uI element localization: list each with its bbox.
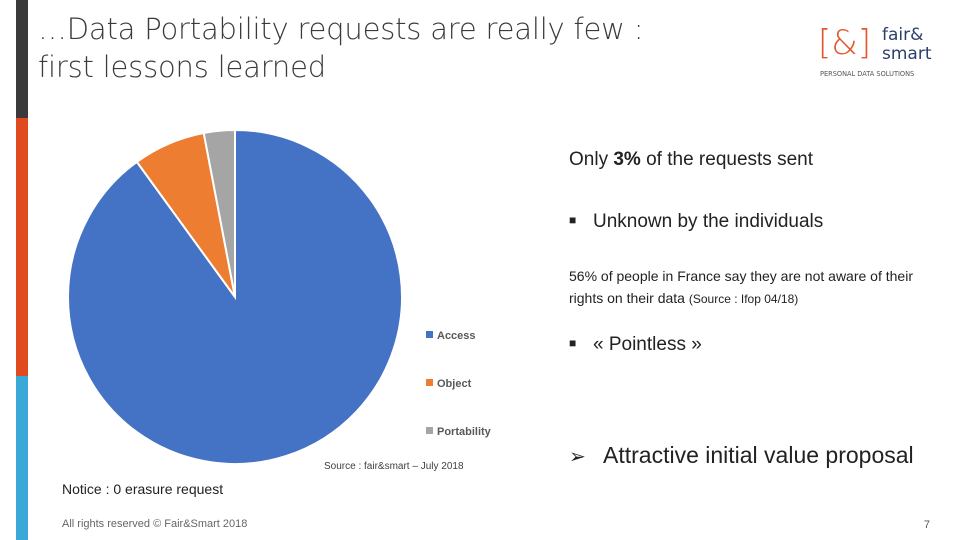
legend-swatch-object xyxy=(426,379,433,386)
bullet-pointless-text: « Pointless » xyxy=(593,334,702,355)
value-proposal-line: ➢ Attractive initial value proposal xyxy=(569,442,914,469)
legend-item-object: Object xyxy=(426,378,471,390)
fair-and-smart-logo: [&] fair& smart PERSONAL DATA SOLUTIONS xyxy=(818,20,938,80)
awareness-detail-text: 56% of people in France say they are not… xyxy=(569,268,913,306)
legend-item-access: Access xyxy=(426,330,476,342)
legend-swatch-access xyxy=(426,331,433,338)
legend-label-object: Object xyxy=(437,378,472,390)
slide-title: …Data Portability requests are really fe… xyxy=(38,10,758,86)
logo-word-smart: smart xyxy=(882,44,932,64)
logo-word-fair: fair& xyxy=(882,25,923,45)
bullet-unknown: ■ Unknown by the individuals xyxy=(569,211,823,233)
copyright-footer: All rights reserved © Fair&Smart 2018 xyxy=(62,518,248,530)
legend-item-portability: Portability xyxy=(426,426,491,438)
logo-mark: [&] xyxy=(818,23,871,63)
chart-source: Source : fair&smart – July 2018 xyxy=(324,461,464,472)
sidebar-accent-red xyxy=(16,118,28,376)
legend-label-portability: Portability xyxy=(437,426,491,438)
headline-post: of the requests sent xyxy=(640,149,813,170)
slide-title-line2: first lessons learned xyxy=(38,50,326,84)
square-bullet-icon: ■ xyxy=(569,213,577,227)
pie-slice-access xyxy=(67,128,403,465)
sidebar-accent-dark xyxy=(16,0,28,118)
square-bullet-icon: ■ xyxy=(569,336,577,350)
legend-label-access: Access xyxy=(437,330,476,342)
headline-pre: Only xyxy=(569,149,614,170)
sidebar-accent xyxy=(16,0,28,540)
slide-title-line1: …Data Portability requests are really fe… xyxy=(38,12,644,46)
bullet-pointless: ■ « Pointless » xyxy=(569,334,702,356)
bullet-unknown-text: Unknown by the individuals xyxy=(593,211,824,232)
value-proposal-text: Attractive initial value proposal xyxy=(603,442,914,468)
sidebar-accent-blue xyxy=(16,376,28,540)
erasure-notice: Notice : 0 erasure request xyxy=(62,481,224,497)
page-number: 7 xyxy=(923,519,930,531)
logo-tagline: PERSONAL DATA SOLUTIONS xyxy=(820,70,914,78)
arrow-bullet-icon: ➢ xyxy=(569,446,586,468)
awareness-detail-source: (Source : Ifop 04/18) xyxy=(688,292,799,306)
headline-percent: 3% xyxy=(613,149,641,170)
awareness-detail: 56% of people in France say they are not… xyxy=(569,265,944,310)
pie-slice-object xyxy=(135,131,236,298)
legend-swatch-portability xyxy=(426,427,433,434)
headline-statement: Only 3% of the requests sent xyxy=(569,149,813,171)
pie-slice-portability xyxy=(202,128,236,298)
